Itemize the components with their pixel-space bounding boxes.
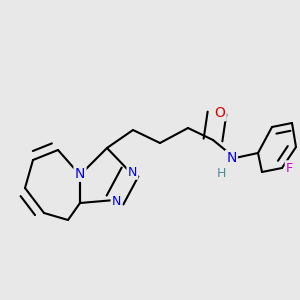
- Text: O: O: [214, 106, 225, 120]
- Text: N: N: [226, 151, 237, 165]
- Text: N: N: [112, 195, 121, 208]
- Text: N: N: [75, 167, 85, 181]
- Text: H: H: [217, 167, 226, 180]
- Text: N: N: [128, 166, 137, 178]
- Text: F: F: [286, 161, 293, 175]
